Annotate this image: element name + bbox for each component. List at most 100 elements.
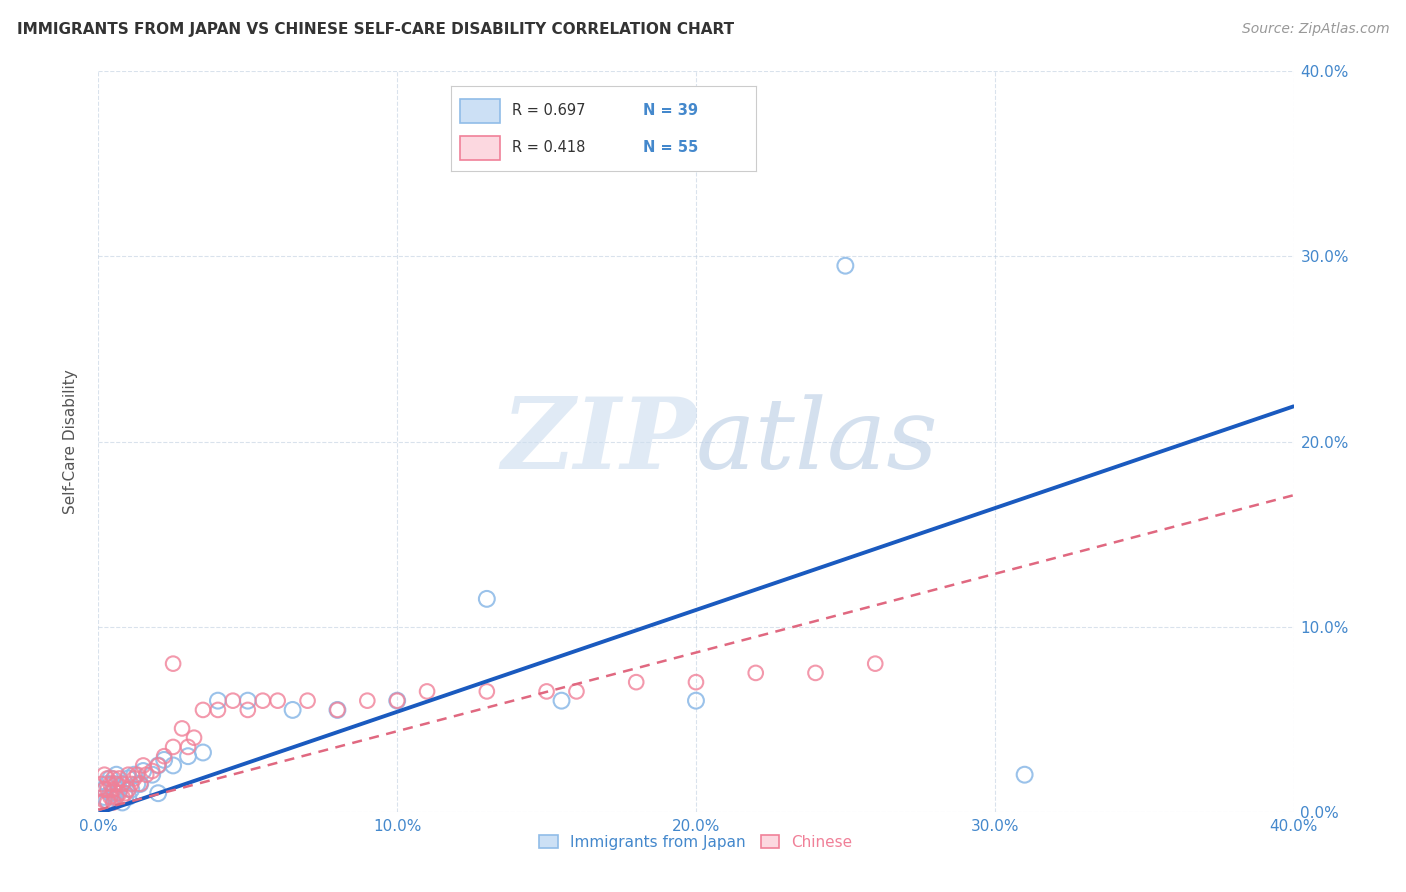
Point (565, 684, 588, 698)
Point (148, 786, 170, 800)
Point (267, 694, 290, 708)
Point (865, 657, 887, 671)
Point (416, 684, 439, 698)
Point (236, 694, 259, 708)
Point (93, 782, 115, 797)
Text: ZIP: ZIP (501, 393, 696, 490)
Point (111, 777, 134, 791)
Point (108, 772, 131, 786)
Point (135, 767, 157, 781)
Point (685, 675, 707, 690)
Point (281, 703, 304, 717)
Point (685, 694, 707, 708)
Point (172, 722, 194, 736)
Point (117, 772, 139, 786)
Point (111, 777, 134, 791)
Point (183, 731, 205, 745)
Point (120, 782, 142, 797)
Point (127, 767, 149, 781)
Point (297, 694, 319, 708)
Point (93, 782, 115, 797)
Point (536, 684, 558, 698)
Point (120, 777, 142, 791)
Point (96, 782, 118, 797)
Point (177, 749, 200, 764)
Point (236, 703, 259, 717)
Point (141, 764, 163, 778)
Point (93, 767, 115, 781)
Point (96, 794, 118, 808)
Text: IMMIGRANTS FROM JAPAN VS CHINESE SELF-CARE DISABILITY CORRELATION CHART: IMMIGRANTS FROM JAPAN VS CHINESE SELF-CA… (17, 22, 734, 37)
Point (385, 694, 409, 708)
Point (162, 739, 184, 754)
Point (105, 767, 128, 781)
Point (105, 777, 128, 791)
Point (114, 789, 136, 804)
Point (153, 753, 176, 767)
Point (103, 782, 125, 797)
Point (148, 758, 170, 772)
Point (550, 694, 572, 708)
Point (132, 758, 155, 772)
Point (96, 796, 118, 810)
Point (834, 259, 856, 273)
Point (475, 684, 498, 698)
Point (103, 777, 125, 791)
Point (252, 694, 274, 708)
Point (207, 694, 229, 708)
Point (96, 777, 118, 791)
Point (191, 746, 214, 760)
Point (124, 772, 146, 786)
Y-axis label: Self-Care Disability: Self-Care Disability (63, 369, 77, 514)
Text: atlas: atlas (696, 394, 939, 489)
Point (105, 789, 128, 804)
Point (93, 789, 115, 804)
Point (132, 764, 155, 778)
Point (103, 796, 125, 810)
Point (177, 739, 200, 754)
Point (93, 794, 115, 808)
Point (141, 767, 163, 781)
Point (207, 703, 229, 717)
Point (475, 591, 498, 606)
Point (1014, 767, 1036, 781)
Point (162, 758, 184, 772)
Point (326, 703, 349, 717)
Point (90, 796, 112, 810)
Point (98, 777, 122, 791)
Point (385, 694, 409, 708)
Point (745, 665, 768, 680)
Point (114, 786, 136, 800)
Point (148, 758, 170, 772)
Point (98, 786, 122, 800)
Point (98, 789, 122, 804)
Point (111, 789, 134, 804)
Point (90, 777, 112, 791)
Point (117, 767, 139, 781)
Point (96, 772, 118, 786)
Point (108, 782, 131, 797)
Point (103, 789, 125, 804)
Point (356, 694, 378, 708)
Legend: Immigrants from Japan, Chinese: Immigrants from Japan, Chinese (533, 829, 859, 856)
Point (103, 772, 125, 786)
Point (626, 675, 648, 690)
Point (98, 772, 122, 786)
Point (162, 657, 184, 671)
Point (153, 749, 176, 764)
Point (117, 789, 139, 804)
Point (90, 796, 112, 810)
Point (124, 767, 146, 781)
Point (191, 703, 214, 717)
Point (117, 782, 139, 797)
Point (129, 777, 152, 791)
Point (111, 796, 134, 810)
Point (804, 665, 827, 680)
Text: Source: ZipAtlas.com: Source: ZipAtlas.com (1241, 22, 1389, 37)
Point (222, 694, 245, 708)
Point (326, 703, 349, 717)
Point (129, 777, 152, 791)
Point (127, 777, 149, 791)
Point (108, 786, 131, 800)
Point (105, 786, 128, 800)
